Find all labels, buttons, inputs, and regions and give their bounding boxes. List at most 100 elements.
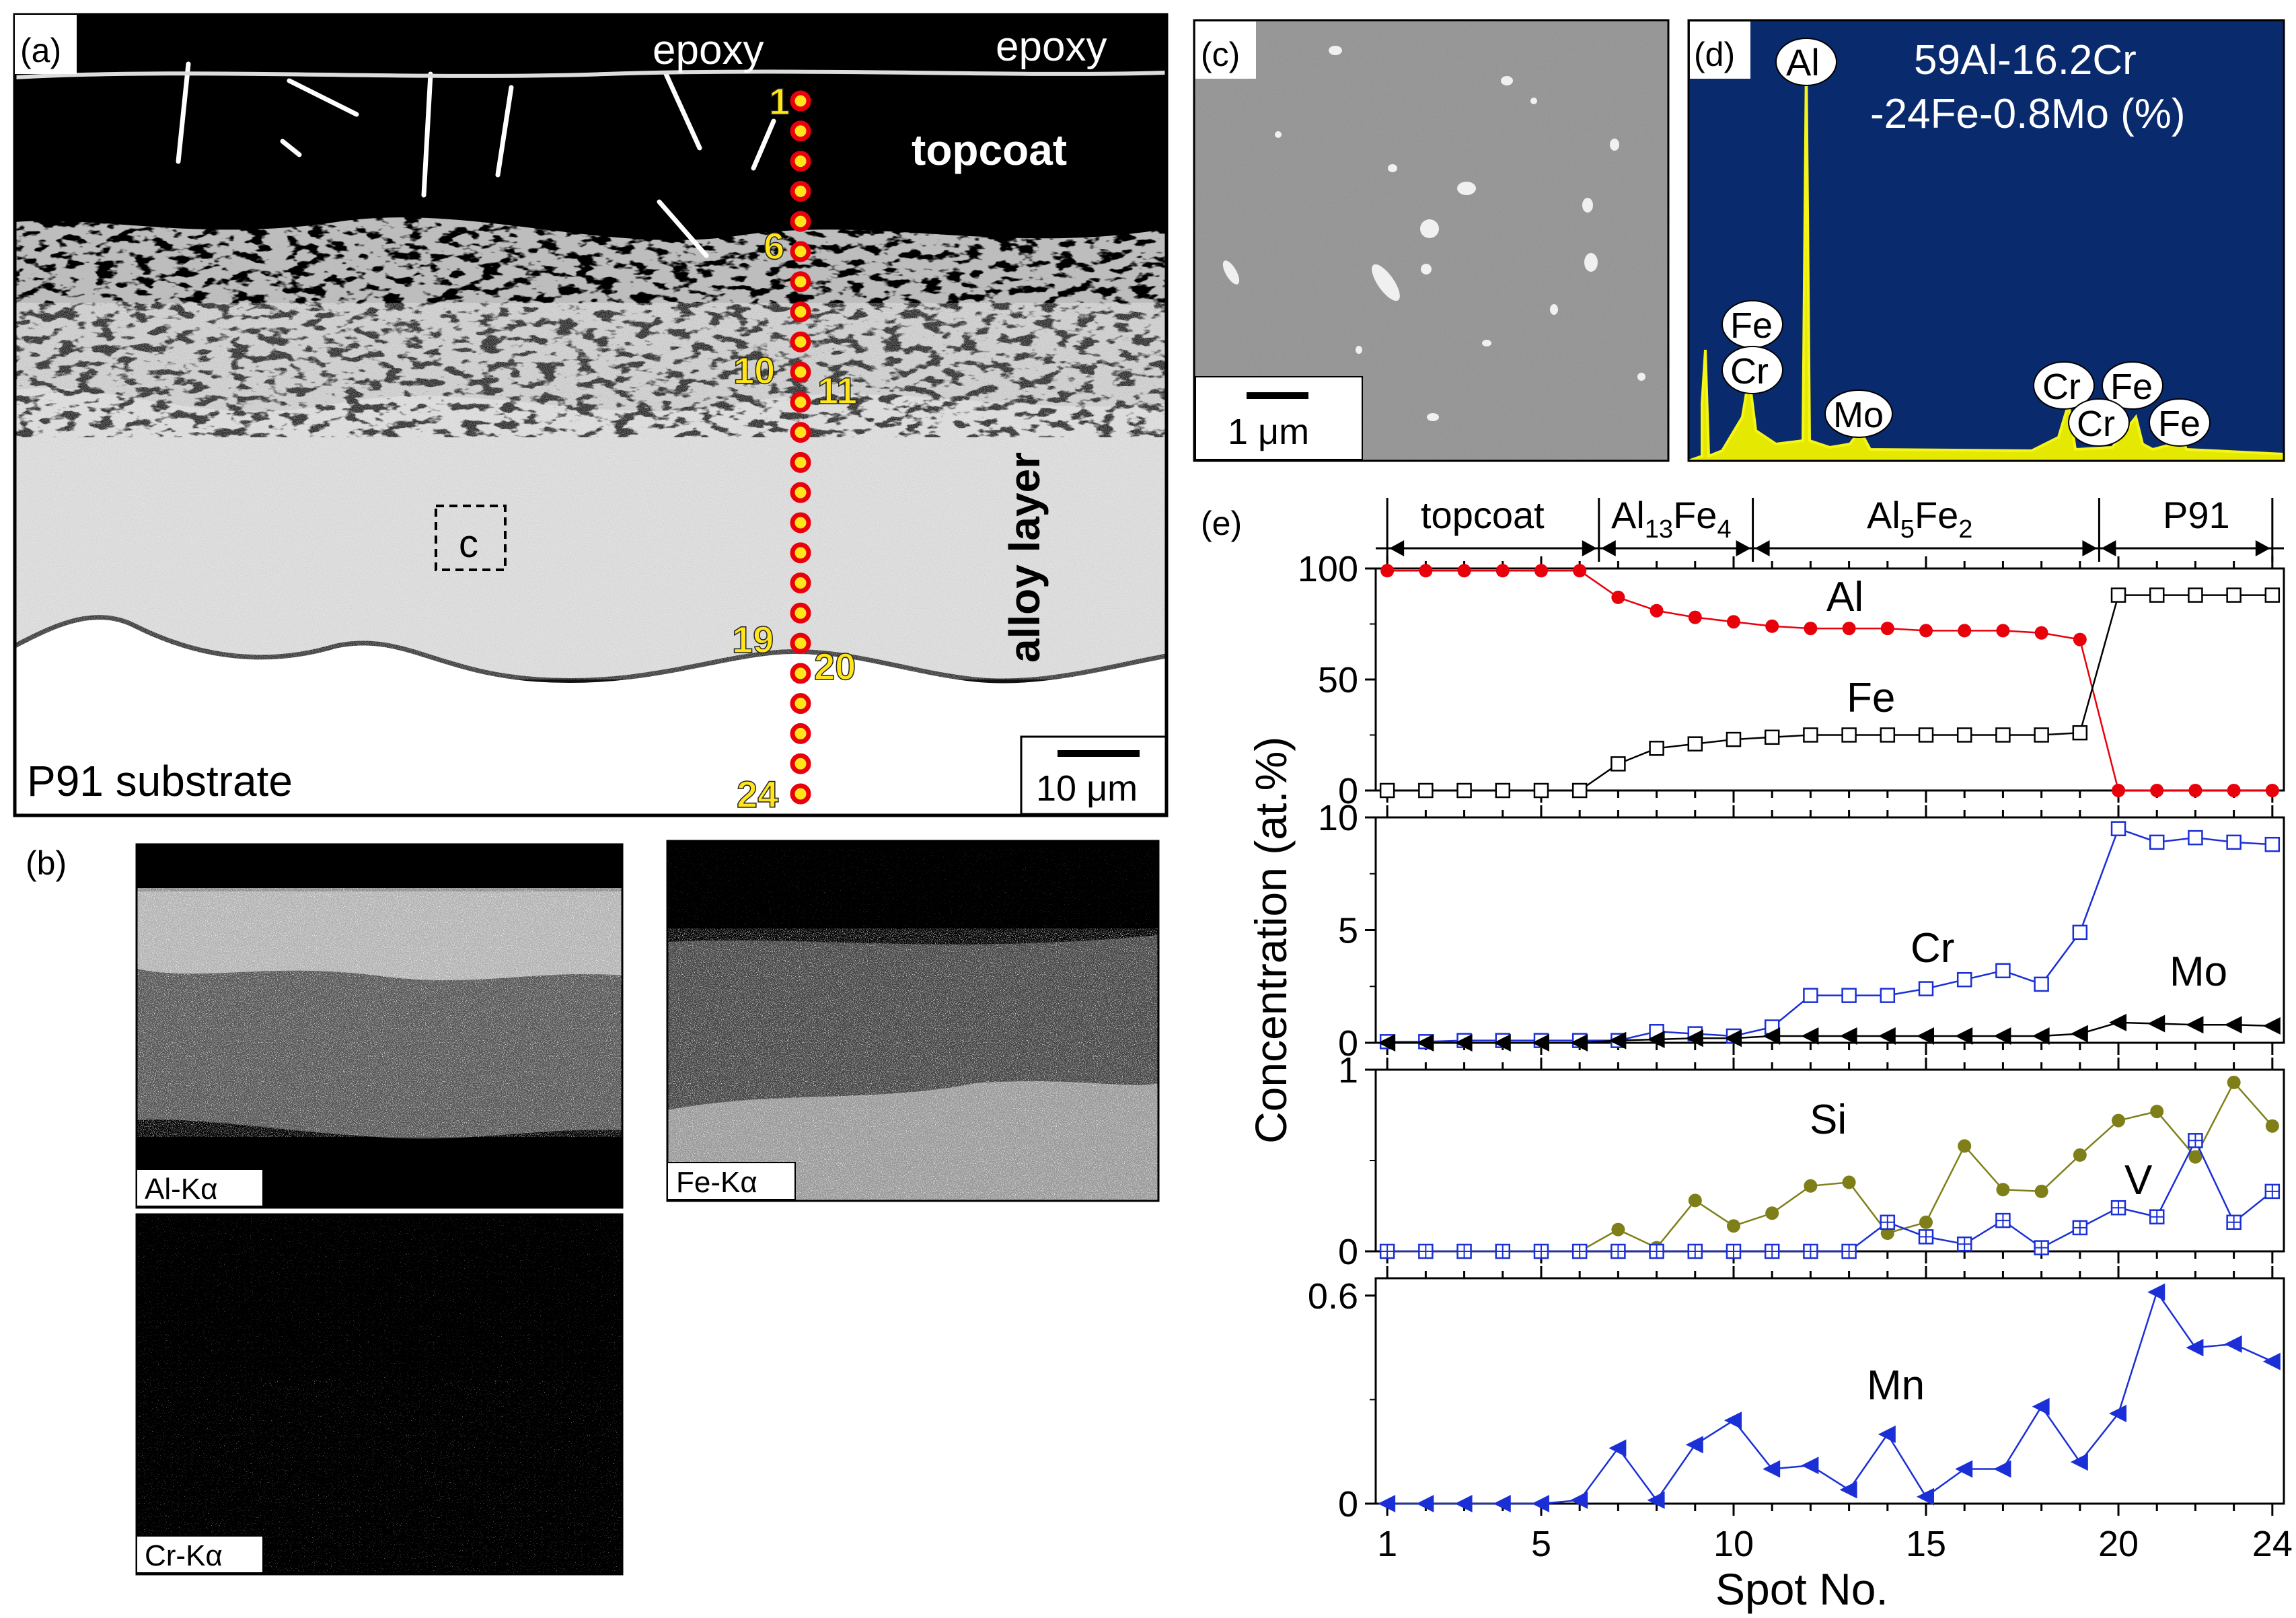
point-si xyxy=(1611,1222,1625,1237)
point-fe xyxy=(2072,725,2088,741)
point-si xyxy=(2227,1075,2241,1089)
point-fe xyxy=(1764,729,1780,745)
point-fe xyxy=(2110,587,2126,603)
point-al xyxy=(1573,564,1587,578)
point-cr xyxy=(1841,988,1857,1003)
series-line-cr xyxy=(1387,828,2272,1043)
point-mo xyxy=(1685,1029,1703,1047)
point-mo xyxy=(1416,1034,1434,1052)
series-label-al: Al xyxy=(1826,574,1863,620)
series-mo xyxy=(1378,1013,2281,1052)
point-mo xyxy=(2032,1027,2050,1045)
point-al xyxy=(2112,784,2126,797)
eds-spot xyxy=(790,632,811,654)
panel-c-micrograph: (c) 1 μm xyxy=(1193,19,1670,462)
point-v xyxy=(2188,1133,2203,1148)
eds-spot xyxy=(790,451,811,473)
point-mn xyxy=(1955,1460,1973,1478)
series-line-mn xyxy=(1387,1290,2273,1505)
eds-spot xyxy=(790,331,811,353)
point-fe xyxy=(1533,782,1549,799)
point-mn xyxy=(1917,1487,1935,1506)
point-v xyxy=(1649,1243,1664,1259)
point-v xyxy=(2264,1183,2281,1200)
y-tick-label: 0 xyxy=(1338,771,1358,811)
series-label-cr: Cr xyxy=(1911,925,1954,971)
point-al xyxy=(2265,784,2279,797)
point-al xyxy=(2150,784,2164,797)
point-al xyxy=(1842,622,1856,636)
point-mo xyxy=(2262,1017,2281,1035)
x-axis-label: Spot No. xyxy=(1715,1564,1888,1614)
point-mn xyxy=(1993,1460,2011,1478)
point-v xyxy=(2226,1214,2242,1230)
eds-spot xyxy=(790,151,811,172)
eds-spot xyxy=(790,783,811,805)
point-v xyxy=(2149,1209,2165,1224)
point-al xyxy=(1996,624,2010,638)
y-tick-label: 100 xyxy=(1298,549,1358,589)
point-fe xyxy=(1880,727,1896,743)
point-mo xyxy=(1531,1034,1549,1052)
y-tick-label: 0.6 xyxy=(1308,1276,1358,1317)
point-cr xyxy=(1956,971,1972,988)
point-mo xyxy=(1647,1030,1665,1048)
point-si xyxy=(2188,1150,2202,1164)
series-label-fe: Fe xyxy=(1847,675,1895,721)
zone-al5fe2: Al5Fe2 xyxy=(1867,494,1972,544)
peak-labels: Al Fe Cr Mo Cr Fe Cr Fe xyxy=(1721,38,2211,447)
point-cr xyxy=(1995,963,2011,979)
svg-text:Fe: Fe xyxy=(2158,404,2200,444)
zone-arrowhead xyxy=(1389,540,1405,556)
eds-spot xyxy=(790,573,811,594)
svg-text:Cr: Cr xyxy=(2042,367,2081,407)
panel-a-label: (a) xyxy=(20,32,61,69)
point-al xyxy=(1495,564,1510,578)
point-cr xyxy=(2072,924,2088,941)
series-label-mn: Mn xyxy=(1867,1362,1925,1409)
point-si xyxy=(1919,1215,1933,1229)
cr-map: Cr-Kα xyxy=(135,1213,624,1576)
point-fe xyxy=(2034,727,2049,743)
point-si xyxy=(2034,1184,2048,1198)
eds-spot xyxy=(790,602,811,624)
point-si xyxy=(1688,1193,1702,1208)
eds-spot xyxy=(790,120,811,142)
point-cr xyxy=(1918,981,1934,996)
point-al xyxy=(1380,564,1395,578)
subplot-frame xyxy=(1374,1277,2285,1505)
point-v xyxy=(1726,1243,1742,1259)
eds-spot xyxy=(790,271,811,293)
point-fe xyxy=(2226,587,2242,603)
point-fe xyxy=(1687,736,1703,751)
zone-al13fe4: Al13Fe4 xyxy=(1611,494,1732,544)
point-fe xyxy=(1610,756,1626,772)
point-mo xyxy=(2070,1025,2088,1043)
eds-spot xyxy=(790,542,811,564)
point-fe xyxy=(1495,782,1511,799)
point-mo xyxy=(1763,1027,1781,1045)
panel-c-label: (c) xyxy=(1201,36,1240,73)
point-fe xyxy=(1956,727,1972,743)
point-mn xyxy=(1493,1495,1511,1512)
x-tick-label: 15 xyxy=(1906,1524,1946,1564)
point-si xyxy=(2112,1113,2126,1128)
point-v xyxy=(1571,1243,1588,1259)
eds-spot xyxy=(790,361,811,383)
epoxy-label-right: epoxy xyxy=(996,24,1107,70)
series-label-mo: Mo xyxy=(2170,949,2227,995)
point-mn xyxy=(1763,1460,1781,1478)
point-fe xyxy=(1726,731,1742,747)
point-mo xyxy=(2224,1016,2242,1034)
point-fe xyxy=(2149,587,2165,603)
y-tick-label: 0 xyxy=(1338,1023,1358,1064)
eds-spot xyxy=(790,723,811,744)
series-al xyxy=(1380,564,2279,797)
series-label-si: Si xyxy=(1810,1097,1847,1143)
y-tick-label: 50 xyxy=(1318,660,1358,700)
eds-spot-line xyxy=(790,90,811,805)
series-labels: Al Fe Cr Mo Si V Mn xyxy=(1810,574,2227,1409)
y-tick-label: 0 xyxy=(1338,1484,1358,1524)
point-cr xyxy=(2110,821,2126,836)
point-mn xyxy=(1416,1495,1434,1512)
